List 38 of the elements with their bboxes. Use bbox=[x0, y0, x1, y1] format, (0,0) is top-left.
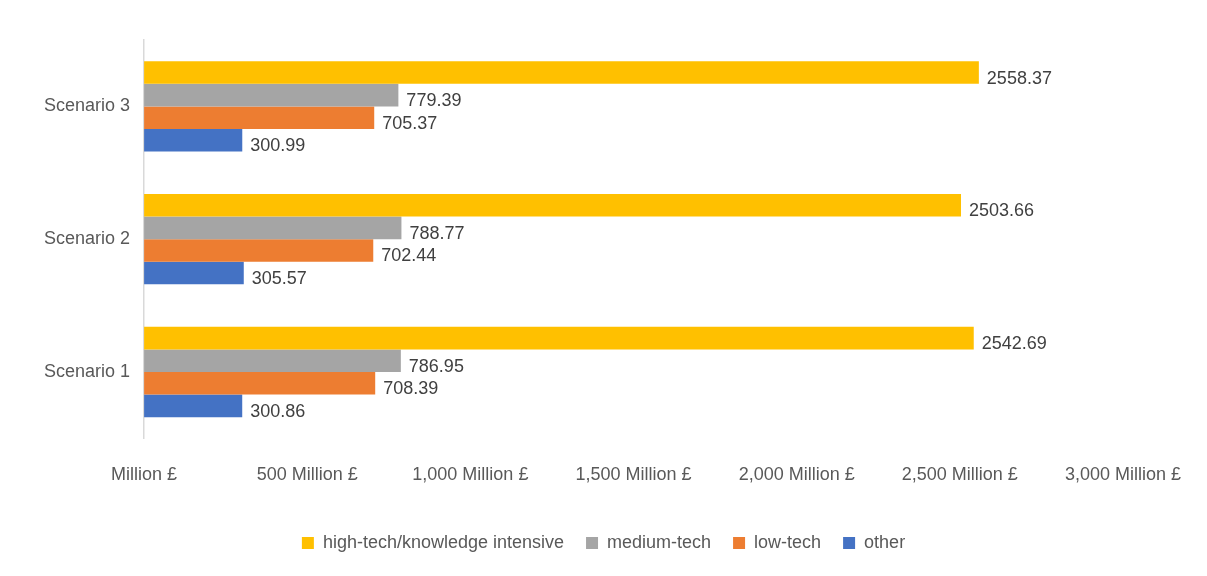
y-tick-label: Scenario 2 bbox=[43, 228, 131, 249]
bar bbox=[144, 106, 375, 129]
data-label: 702.44 bbox=[381, 245, 437, 266]
bar bbox=[144, 326, 974, 350]
data-label: 779.39 bbox=[406, 90, 462, 111]
x-tick-label: Million £ bbox=[111, 464, 178, 485]
data-label: 2503.66 bbox=[969, 200, 1035, 221]
legend-label: high-tech/knowledge intensive bbox=[322, 531, 565, 552]
data-label: 2558.37 bbox=[986, 67, 1052, 88]
bar bbox=[144, 61, 979, 84]
data-label: 305.57 bbox=[251, 268, 307, 289]
x-tick-label: 1,500 Million £ bbox=[575, 464, 692, 485]
x-tick-label: 1,000 Million £ bbox=[412, 464, 529, 485]
x-tick-label: 500 Million £ bbox=[256, 464, 358, 485]
x-tick-label: 2,500 Million £ bbox=[901, 464, 1018, 485]
bar bbox=[144, 261, 244, 285]
x-tick-label: 3,000 Million £ bbox=[1064, 464, 1181, 485]
y-tick-label: Scenario 3 bbox=[43, 95, 131, 116]
data-label: 300.99 bbox=[250, 135, 306, 156]
data-label: 705.37 bbox=[382, 112, 438, 133]
bar bbox=[144, 394, 243, 418]
data-label: 708.39 bbox=[383, 378, 439, 399]
data-label: 2542.69 bbox=[981, 333, 1047, 354]
bar bbox=[144, 194, 962, 217]
bar bbox=[144, 349, 401, 372]
legend-label: low-tech bbox=[754, 531, 822, 552]
data-label: 788.77 bbox=[409, 222, 465, 243]
bar bbox=[144, 216, 402, 240]
data-label: 786.95 bbox=[408, 355, 464, 376]
y-tick-label: Scenario 1 bbox=[43, 360, 131, 381]
x-tick-label: 2,000 Million £ bbox=[738, 464, 855, 485]
legend-label: medium-tech bbox=[607, 531, 712, 552]
legend-label: other bbox=[864, 531, 906, 552]
bar bbox=[144, 128, 243, 152]
bar bbox=[144, 239, 374, 262]
data-label: 300.86 bbox=[250, 400, 306, 421]
bar bbox=[144, 83, 399, 107]
bar bbox=[144, 372, 376, 395]
